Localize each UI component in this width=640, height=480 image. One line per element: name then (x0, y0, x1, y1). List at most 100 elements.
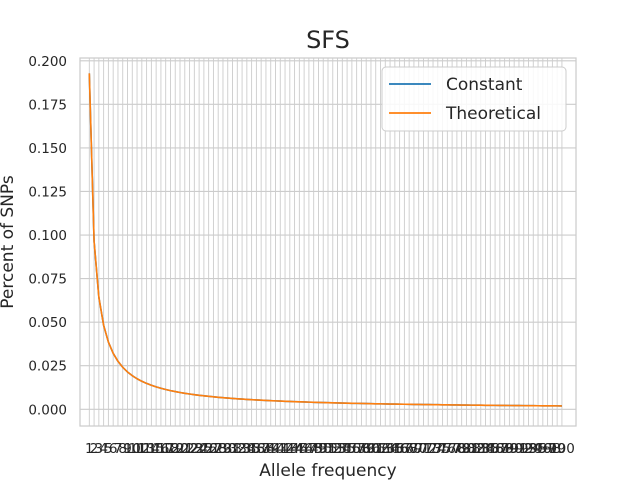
x-tick-label: 70 (410, 441, 427, 457)
x-tick-label: 86 (486, 441, 503, 457)
x-axis-label: Allele frequency (259, 461, 396, 480)
x-tick-label: 8 (118, 441, 127, 457)
x-tick-label: 20 (171, 441, 188, 457)
x-tick-label: 61 (367, 441, 384, 457)
y-tick-label: 0.075 (28, 272, 67, 288)
x-tick-label: 24 (191, 441, 208, 457)
x-tick-label: 40 (267, 441, 284, 457)
x-tick-label: 82 (467, 441, 484, 457)
x-tick-label: 9 (123, 441, 132, 457)
x-tick-label: 21 (176, 441, 193, 457)
x-tick-label: 72 (420, 441, 437, 457)
x-tick-label: 65 (386, 441, 403, 457)
x-tick-label: 89 (501, 441, 518, 457)
y-tick-label: 0.000 (28, 402, 67, 418)
x-tick-label: 84 (477, 441, 494, 457)
series-line-theoretical (88, 73, 562, 407)
x-tick-label: 100 (549, 441, 575, 457)
x-tick-label: 96 (534, 441, 551, 457)
x-tick-label: 23 (186, 441, 203, 457)
x-tick-label: 85 (482, 441, 499, 457)
x-tick-label: 63 (377, 441, 394, 457)
x-tick-label: 4 (99, 441, 108, 457)
x-tick-label: 44 (286, 441, 303, 457)
x-tick-label: 64 (381, 441, 398, 457)
legend-box (381, 66, 567, 132)
x-tick-label: 51 (319, 441, 336, 457)
series-lines (88, 73, 562, 407)
x-tick-label: 59 (358, 441, 375, 457)
x-tick-label: 71 (415, 441, 432, 457)
x-tick-label: 74 (429, 441, 446, 457)
x-tick-label: 18 (162, 441, 179, 457)
x-tick-label: 11 (128, 441, 145, 457)
x-tick-label: 30 (219, 441, 236, 457)
x-tick-label: 54 (334, 441, 351, 457)
y-tick-label: 0.175 (28, 97, 67, 113)
x-tick-label: 31 (224, 441, 241, 457)
x-tick-label: 76 (439, 441, 456, 457)
x-tick-label: 7 (114, 441, 123, 457)
x-tick-label: 98 (544, 441, 561, 457)
x-tick-label: 94 (525, 441, 542, 457)
x-tick-label: 97 (539, 441, 556, 457)
x-tick-label: 27 (205, 441, 222, 457)
x-tick-label: 87 (491, 441, 508, 457)
chart-title: SFS (306, 26, 350, 54)
x-tick-label: 48 (305, 441, 322, 457)
x-tick-label: 42 (276, 441, 293, 457)
x-tick-label: 45 (291, 441, 308, 457)
x-tick-label: 19 (167, 441, 184, 457)
x-tick-label: 88 (496, 441, 513, 457)
x-tick-label: 46 (296, 441, 313, 457)
x-tick-label: 77 (444, 441, 461, 457)
y-tick-label: 0.050 (28, 315, 67, 331)
x-tick-label: 32 (229, 441, 246, 457)
legend-label: Constant (446, 75, 523, 95)
x-tick-label: 38 (257, 441, 274, 457)
x-tick-label: 99 (549, 441, 566, 457)
x-tick-label: 37 (253, 441, 270, 457)
x-tick-label: 35 (243, 441, 260, 457)
x-tick-label: 2 (90, 441, 99, 457)
x-tick-label: 79 (453, 441, 470, 457)
x-tick-label: 55 (339, 441, 356, 457)
x-tick-labels: 1234567891011121314151617181920212223242… (85, 441, 575, 457)
x-tick-label: 33 (233, 441, 250, 457)
x-tick-label: 80 (458, 441, 475, 457)
x-tick-label: 73 (424, 441, 441, 457)
x-tick-label: 39 (262, 441, 279, 457)
x-tick-label: 90 (506, 441, 523, 457)
x-tick-label: 25 (195, 441, 212, 457)
legend-label: Theoretical (445, 104, 541, 124)
x-tick-label: 34 (238, 441, 255, 457)
x-tick-label: 49 (310, 441, 327, 457)
x-tick-label: 75 (434, 441, 451, 457)
x-tick-label: 78 (448, 441, 465, 457)
y-tick-label: 0.100 (28, 228, 67, 244)
x-tick-label: 52 (324, 441, 341, 457)
x-tick-label: 92 (515, 441, 532, 457)
x-tick-label: 83 (472, 441, 489, 457)
x-tick-label: 67 (396, 441, 413, 457)
x-tick-label: 95 (529, 441, 546, 457)
x-tick-label: 81 (463, 441, 480, 457)
y-tick-label: 0.125 (28, 184, 67, 200)
x-tick-label: 13 (138, 441, 155, 457)
x-tick-label: 3 (95, 441, 104, 457)
x-tick-label: 22 (181, 441, 198, 457)
x-tick-label: 14 (143, 441, 160, 457)
x-tick-label: 36 (248, 441, 265, 457)
y-axis-label: Percent of SNPs (0, 175, 18, 309)
x-tick-label: 66 (391, 441, 408, 457)
grid (80, 58, 576, 426)
x-tick-label: 17 (157, 441, 174, 457)
x-tick-label: 6 (109, 441, 118, 457)
plot-frame (79, 57, 577, 427)
x-tick-label: 12 (133, 441, 150, 457)
x-tick-label: 60 (362, 441, 379, 457)
x-tick-label: 1 (85, 441, 94, 457)
x-tick-label: 5 (104, 441, 113, 457)
x-tick-label: 16 (152, 441, 169, 457)
